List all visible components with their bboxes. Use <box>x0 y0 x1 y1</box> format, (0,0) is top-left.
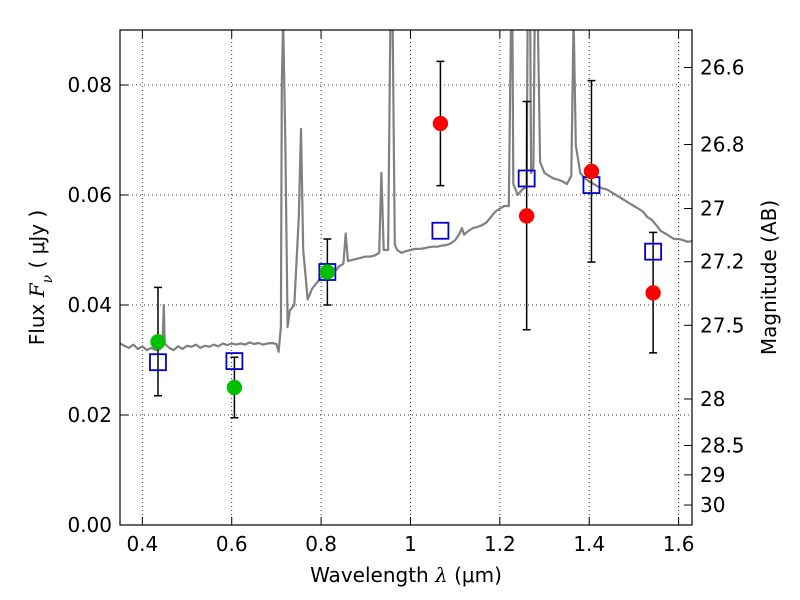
y2-tick-label: 27.5 <box>700 313 745 337</box>
x-tick-label: 0.6 <box>216 532 248 556</box>
x-axis-label-unit: (μm) <box>448 563 502 587</box>
y-tick-label: 0.06 <box>67 183 112 207</box>
model-photometry-point <box>431 221 450 240</box>
y2-tick-label: 29 <box>700 463 725 487</box>
model-photometry-point <box>517 169 536 188</box>
model-photometry-point <box>318 263 337 281</box>
model-photometry-point <box>225 352 244 371</box>
y2-tick-label: 26.6 <box>700 56 745 80</box>
detection-point <box>150 334 166 350</box>
y2-axis-label: Magnitude (AB) <box>757 200 781 355</box>
model-spectrum-series <box>120 30 692 353</box>
x-tick-label: 0.8 <box>305 532 337 556</box>
model-spectrum-line <box>120 30 692 353</box>
x-axis-label-symbol: λ <box>434 563 448 587</box>
x-tick-label: 1.6 <box>663 532 695 556</box>
axis-labels: Wavelength λ (μm) Flux Fν ( μJy ) Magnit… <box>25 200 781 587</box>
detection-point <box>319 264 336 280</box>
y-axis-label: Flux Fν ( μJy ) <box>25 210 56 345</box>
y2-tick-label: 27 <box>700 196 725 220</box>
detection-point <box>583 163 600 180</box>
axis-ticks: 0.4 0.6 0.8 1 1.2 1.4 1.6 0.00 0.02 0.04 0.06 0.08 2… <box>67 30 745 556</box>
y2-tick-label: 27.2 <box>700 250 745 274</box>
x-tick-label: 1.4 <box>573 532 605 556</box>
y-tick-label: 0.00 <box>67 513 112 537</box>
y-axis-label-symbol: F <box>25 282 49 298</box>
detection-point <box>226 379 243 396</box>
plot-frame <box>119 29 693 526</box>
x-tick-label: 1 <box>404 532 417 556</box>
error-bars <box>153 60 658 419</box>
grid-lines <box>120 30 692 526</box>
y2-tick-label: 30 <box>700 493 725 517</box>
model-photometry-series <box>149 169 663 372</box>
detection-point <box>432 115 449 132</box>
y-axis-label-unit: ( μJy ) <box>25 210 49 275</box>
y2-tick-label: 28.5 <box>700 433 745 457</box>
y-tick-label: 0.08 <box>67 73 112 97</box>
detection-point <box>645 285 661 301</box>
model-photometry-point <box>644 242 663 261</box>
y-tick-label: 0.04 <box>67 293 112 317</box>
y-axis-label-text: Flux <box>25 297 49 345</box>
model-photometry-point <box>149 353 167 372</box>
x-tick-label: 1.2 <box>484 532 516 556</box>
y2-tick-label: 26.8 <box>700 132 745 156</box>
y-axis-label-subscript: ν <box>40 274 56 283</box>
detection-series <box>150 115 661 396</box>
y-tick-label: 0.02 <box>67 403 112 427</box>
x-axis-label: Wavelength λ (μm) <box>310 563 502 587</box>
detection-point <box>518 208 535 224</box>
x-tick-label: 0.4 <box>126 532 158 556</box>
x-axis-label-text: Wavelength <box>310 563 435 587</box>
y2-tick-label: 28 <box>700 387 725 411</box>
